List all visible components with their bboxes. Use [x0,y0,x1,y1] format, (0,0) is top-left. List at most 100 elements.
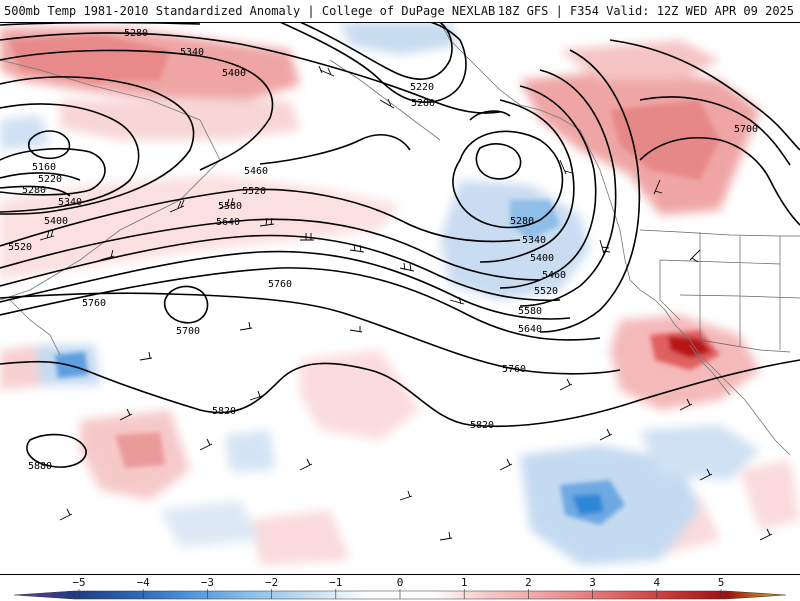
contour-label: 5640 [216,217,240,228]
wind-barb [219,197,235,209]
wind-barb [439,531,453,541]
warm-anomaly-area [250,510,350,565]
warm-anomaly-area [300,350,420,440]
contour-label: 5280 [411,98,435,109]
anomaly-colorbar: −5 −4 −3 −2 −1 0 1 2 3 4 5 [0,574,800,601]
contour-line [479,99,575,263]
wind-barb [249,390,263,401]
wind-barb [139,351,153,361]
contour-line [519,69,617,307]
contour-line [0,172,81,181]
wind-barbs [39,65,773,541]
contour-label: 5760 [268,279,292,290]
us-mexico-border [699,339,791,353]
wind-barb [119,408,133,421]
wind-barb [679,398,693,411]
colorbar-tick-label: −5 [72,576,85,589]
contour-line [279,22,467,103]
contour-label: 5460 [542,270,566,281]
baja-coastline [689,344,731,396]
map-canvas: 5280 5340 5400 5220 5280 5160 5220 5280 … [0,22,800,565]
map-header: 500mb Temp 1981-2010 Standardized Anomal… [0,0,800,23]
wind-barb [449,296,465,305]
wind-barb [239,321,253,331]
contour-line [0,103,140,213]
contour-label: 5580 [518,306,542,317]
wind-barb [559,159,573,175]
wind-barb [499,458,513,471]
contour-label: 5520 [8,242,32,253]
contour-label: 5700 [734,124,758,135]
contour-label: 5400 [222,68,246,79]
colorbar-tick-label: 1 [461,576,468,589]
contour-line [163,285,209,324]
contour-line [0,185,71,197]
us-canada-border [639,229,800,237]
weather-map: 5280 5340 5400 5220 5280 5160 5220 5280 … [0,22,800,574]
colorbar-tick-label: 0 [397,576,404,589]
contour-line [609,39,800,151]
cold-anomaly-core [55,352,88,378]
wind-barb [259,217,275,227]
contour-label: 5520 [534,286,558,297]
contour-label: 5460 [244,166,268,177]
colorbar-tick-label: −2 [265,576,278,589]
wind-barb [399,262,415,272]
us-state-borders [659,232,800,350]
contour-label: 5340 [58,197,82,208]
wind-barb [169,199,185,213]
contour-line [0,188,521,247]
cold-anomaly-area [160,500,260,548]
contour-label: 5700 [176,326,200,337]
map-title: 500mb Temp 1981-2010 Standardized Anomal… [4,4,496,18]
contour-label: 5880 [28,461,52,472]
wind-barb [349,243,365,253]
colorbar-tick-label: −3 [201,576,214,589]
wind-barb [59,508,73,521]
contour-label: 5340 [522,235,546,246]
wind-barb [653,179,663,195]
contour-line [259,134,411,165]
wind-barb [599,239,611,255]
contour-label: 5520 [242,186,266,197]
contour-line [0,32,501,114]
cold-anomaly-area [340,22,460,55]
warm-anomaly-area [60,100,300,140]
contour-label: 5220 [38,174,62,185]
warm-anomaly-area [560,40,720,80]
colorbar-tick-label: 3 [589,576,596,589]
wind-barb [99,249,115,261]
contour-line [0,147,106,196]
cold-anomaly-core [510,200,560,240]
contour-label: 5220 [410,82,434,93]
wind-barb [699,468,713,481]
contour-label: 5340 [180,47,204,58]
colorbar-tick-label: 4 [653,576,660,589]
political-borders [639,229,800,353]
wind-barb [599,428,613,441]
contour-label: 5280 [124,28,148,39]
wind-barb [559,378,573,391]
aleutian-coastline [329,59,441,141]
cold-anomaly-area [640,425,760,480]
contour-line [639,96,791,166]
colorbar-tick-label: −4 [137,576,151,589]
contour-label: 5280 [510,216,534,227]
contour-labels: 5280 5340 5400 5220 5280 5160 5220 5280 … [8,28,758,472]
contour-line [499,85,597,289]
model-run-info: 18Z GFS | F354 Valid: 12Z WED APR 09 202… [497,4,794,18]
wind-barb [318,65,335,77]
contour-line [26,433,87,468]
contour-label: 5820 [470,420,494,431]
warm-anomaly-core [668,336,712,358]
cold-anomaly-area [0,115,50,150]
contour-line [0,76,195,215]
anomaly-shading [0,22,800,565]
height-contours [0,22,800,468]
contour-label: 5640 [518,324,542,335]
north-america-west-coast [629,279,791,456]
alaska-coastline [439,22,631,281]
contour-label: 5400 [44,216,68,227]
contour-line [299,22,453,80]
wind-barb [39,229,55,241]
